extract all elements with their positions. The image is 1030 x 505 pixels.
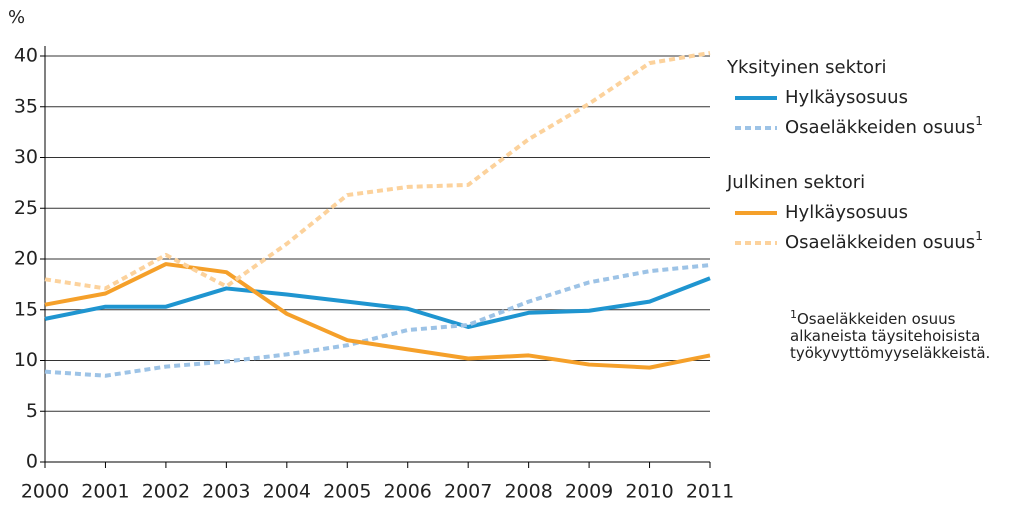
x-tick-label: 2005	[323, 481, 371, 503]
legend-label: Hylkäysosuus	[785, 202, 908, 223]
y-tick-label: 25	[14, 197, 38, 219]
y-tick-label: 0	[26, 451, 38, 473]
x-tick-label: 2001	[81, 481, 129, 503]
y-tick-label: 35	[14, 95, 38, 117]
x-tick-label: 2002	[142, 481, 190, 503]
x-tick-label: 2007	[444, 481, 492, 503]
series-line	[44, 50, 711, 291]
x-tick-label: 2009	[565, 481, 613, 503]
series-line	[44, 276, 711, 330]
series-line	[44, 263, 711, 378]
y-tick-label: 5	[26, 400, 38, 422]
x-tick-label: 2003	[202, 481, 250, 503]
x-tick-label: 2006	[384, 481, 432, 503]
y-tick-label: 20	[14, 248, 38, 270]
y-tick-label: 10	[14, 349, 38, 371]
legend-name: Osaeläkkeiden osuus	[785, 117, 975, 138]
x-tick-label: 2008	[504, 481, 552, 503]
legend-name: Hylkäysosuus	[785, 202, 908, 223]
footnote-mark: 1	[790, 308, 797, 321]
y-tick-label: 30	[14, 146, 38, 168]
legend-label: Osaeläkkeiden osuus1	[785, 229, 983, 254]
y-axis-label: %	[8, 7, 25, 28]
legend-title: Yksityinen sektori	[726, 57, 886, 78]
x-tick-label: 2010	[625, 481, 673, 503]
x-tick-label: 2011	[686, 481, 734, 503]
legend-superscript: 1	[975, 114, 983, 128]
x-tick-label: 2004	[263, 481, 311, 503]
series-line	[44, 262, 711, 370]
legend-name: Osaeläkkeiden osuus	[785, 232, 975, 253]
legend-label: Osaeläkkeiden osuus1	[785, 114, 983, 139]
legend-name: Hylkäysosuus	[785, 87, 908, 108]
x-tick-label: 2000	[21, 481, 69, 503]
legend-superscript: 1	[975, 229, 983, 243]
legend-label: Hylkäysosuus	[785, 87, 908, 108]
y-tick-label: 40	[14, 45, 38, 67]
y-tick-label: 15	[14, 298, 38, 320]
footnote-text: Osaeläkkeiden osuus alkaneista täysiteho…	[790, 310, 991, 362]
legend-title: Julkinen sektori	[726, 172, 865, 193]
footnote: 1Osaeläkkeiden osuus alkaneista täysiteh…	[790, 306, 1025, 362]
